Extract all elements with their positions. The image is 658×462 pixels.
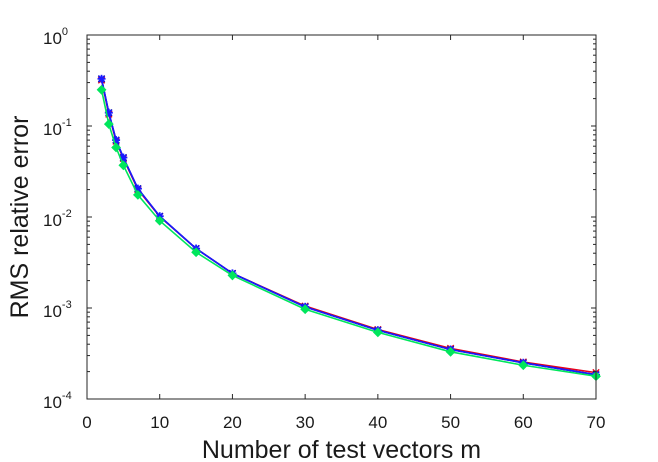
data-point bbox=[97, 74, 106, 83]
data-point bbox=[132, 189, 143, 200]
y-tick-label: 10-3 bbox=[43, 299, 72, 321]
data-point bbox=[191, 247, 201, 258]
x-tick-label: 60 bbox=[514, 413, 533, 432]
data-point bbox=[111, 142, 121, 153]
data-point bbox=[103, 119, 114, 129]
data-point bbox=[445, 346, 456, 357]
marker-core bbox=[121, 155, 126, 160]
x-tick-label: 0 bbox=[82, 413, 91, 432]
tick-layer: 0 10 20 30 40 50 60 70 10-4 10-3 10-2 10-1 100 bbox=[43, 26, 605, 432]
x-tick-label: 10 bbox=[150, 413, 169, 432]
x-tick-label: 40 bbox=[368, 413, 387, 432]
y-tick-label: 100 bbox=[43, 26, 68, 48]
x-tick-label: 70 bbox=[587, 413, 606, 432]
x-tick-label: 20 bbox=[223, 413, 242, 432]
y-tick-label: 10-4 bbox=[43, 390, 72, 412]
data-point bbox=[372, 327, 383, 338]
x-tick-label: 30 bbox=[296, 413, 315, 432]
data-point bbox=[227, 270, 238, 281]
marker-core bbox=[99, 76, 104, 82]
x-tick-label: 50 bbox=[441, 413, 460, 432]
x-axis-label: Number of test vectors m bbox=[202, 436, 481, 462]
data-point bbox=[96, 84, 107, 95]
marker-core bbox=[106, 110, 112, 115]
data-point bbox=[300, 304, 311, 315]
y-tick-label: 10-2 bbox=[43, 208, 72, 230]
y-tick-label: 10-1 bbox=[43, 117, 72, 139]
marker-core bbox=[113, 137, 119, 143]
y-axis-label: RMS relative error bbox=[6, 116, 34, 319]
plot-area bbox=[87, 35, 596, 399]
series-layer bbox=[96, 74, 601, 382]
marker-core bbox=[135, 186, 141, 191]
data-point bbox=[154, 215, 165, 226]
data-point bbox=[518, 360, 529, 371]
data-point bbox=[118, 160, 129, 171]
